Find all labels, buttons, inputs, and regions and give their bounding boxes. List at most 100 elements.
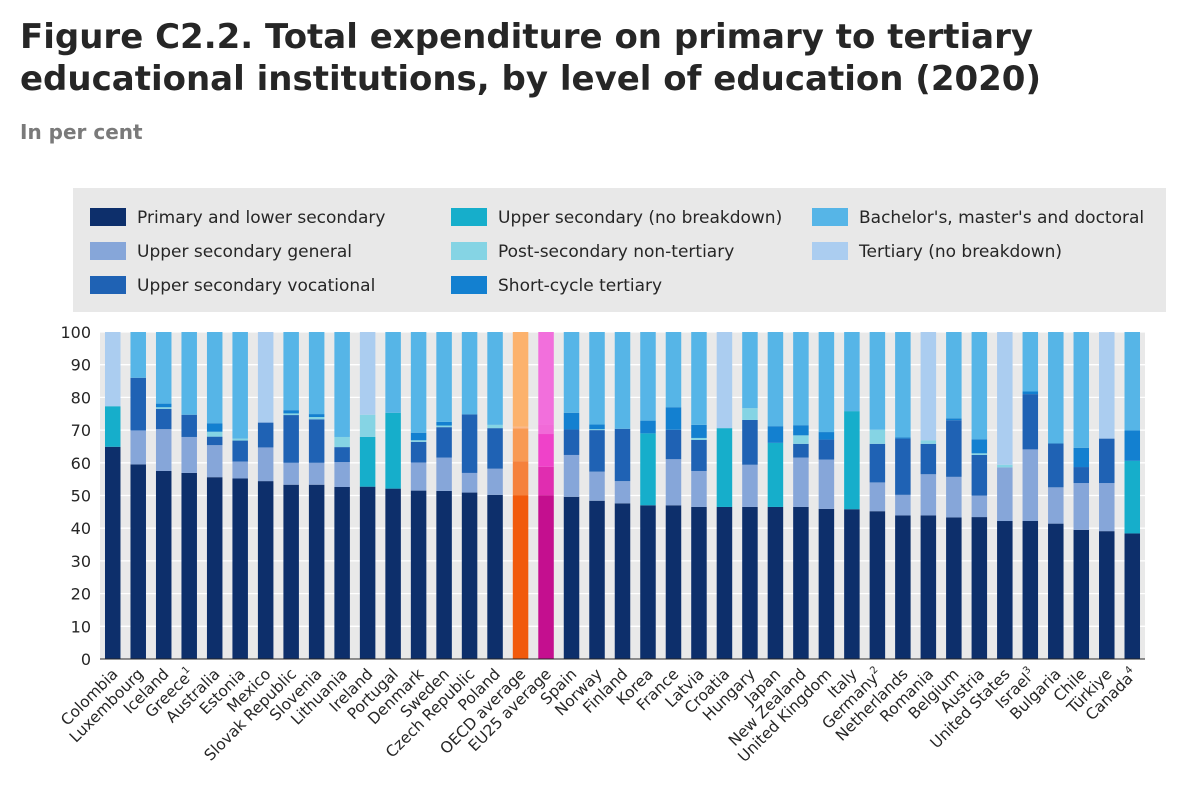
bar-belgium: [946, 332, 962, 659]
bar-segment-primary-and-lower-secondary: [436, 490, 452, 659]
bar-segment-bachelor-s-master-s-and-doctoral: [512, 332, 529, 427]
bar-segment-upper-secondary-vocational: [1048, 443, 1064, 488]
bar-segment-upper-secondary-vocational: [946, 420, 962, 477]
bar-segment-primary-and-lower-secondary: [946, 517, 962, 659]
bar-israel: [1022, 332, 1039, 659]
y-tick-label: 20: [71, 585, 91, 604]
bar-segment-short-cycle-tertiary: [971, 439, 988, 454]
bar-slovenia: [308, 332, 325, 659]
bar-hungary: [742, 332, 758, 659]
bar-croatia: [716, 332, 733, 659]
bar-segment-bachelor-s-master-s-and-doctoral: [155, 332, 172, 404]
bar-segment-upper-secondary-vocational: [1073, 467, 1090, 484]
bar-segment-tertiary-no-breakdown: [359, 332, 376, 415]
bar-segment-post-secondary-non-tertiary: [155, 407, 172, 409]
bar-segment-bachelor-s-master-s-and-doctoral: [665, 332, 682, 408]
bar-segment-bachelor-s-master-s-and-doctoral: [589, 332, 605, 425]
bar-segment-short-cycle-tertiary: [1124, 430, 1141, 461]
bar-segment-upper-secondary-general: [206, 445, 223, 478]
bar-segment-bachelor-s-master-s-and-doctoral: [793, 332, 809, 426]
legend-swatch: [812, 208, 848, 226]
bar-segment-short-cycle-tertiary: [1022, 391, 1039, 395]
bar-segment-upper-secondary-vocational: [206, 436, 223, 446]
y-tick-label: 90: [71, 356, 91, 375]
bar-segment-primary-and-lower-secondary: [691, 506, 707, 659]
bar-segment-post-secondary-non-tertiary: [359, 414, 376, 437]
legend-item-bachelor-s-master-s-and-doctoral: Bachelor's, master's and doctoral: [812, 208, 1144, 228]
bar-segment-upper-secondary-general: [691, 470, 707, 507]
bar-segment-primary-and-lower-secondary: [308, 484, 325, 659]
bar-segment-upper-secondary-no-breakdown: [359, 436, 376, 487]
bar-segment-post-secondary-non-tertiary: [334, 436, 350, 448]
legend-item-short-cycle-tertiary: Short-cycle tertiary: [451, 276, 662, 296]
bar-segment-primary-and-lower-secondary: [461, 492, 478, 659]
bar-canada: [1124, 332, 1141, 659]
legend-swatch: [90, 242, 126, 260]
bar-segment-upper-secondary-vocational: [308, 419, 325, 463]
bar-segment-short-cycle-tertiary: [818, 432, 835, 440]
legend-swatch: [812, 242, 848, 260]
bar-segment-upper-secondary-vocational: [920, 443, 937, 475]
bar-segment-upper-secondary-no-breakdown: [716, 428, 733, 507]
bar-segment-post-secondary-non-tertiary: [538, 424, 554, 435]
bar-segment-upper-secondary-no-breakdown: [1124, 460, 1141, 534]
bar-segment-short-cycle-tertiary: [410, 432, 427, 441]
bar-segment-bachelor-s-master-s-and-doctoral: [206, 332, 223, 424]
bar-segment-upper-secondary-general: [283, 462, 299, 485]
y-tick-label: 100: [60, 323, 91, 342]
bar-estonia: [232, 332, 248, 659]
bar-segment-upper-secondary-vocational: [410, 441, 427, 463]
bar-segment-tertiary-no-breakdown: [997, 332, 1013, 465]
bar-germany: [869, 332, 886, 659]
bar-segment-upper-secondary-general: [946, 476, 962, 518]
bar-austria: [971, 332, 988, 659]
bar-segment-upper-secondary-general: [665, 459, 682, 506]
chart-title: Figure C2.2. Total expenditure on primar…: [20, 17, 1041, 99]
bar-t-rkiye: [1099, 332, 1115, 659]
bar-segment-bachelor-s-master-s-and-doctoral: [283, 332, 299, 411]
bar-japan: [767, 332, 784, 659]
x-axis-labels: ColombiaLuxembourgIcelandGreece1Australi…: [57, 664, 1141, 765]
bar-segment-primary-and-lower-secondary: [487, 494, 503, 659]
bar-australia: [206, 332, 223, 659]
legend-swatch: [90, 208, 126, 226]
legend-label: Primary and lower secondary: [137, 208, 385, 228]
bar-segment-post-secondary-non-tertiary: [742, 408, 758, 420]
bar-segment-upper-secondary-vocational: [436, 427, 452, 458]
legend-swatch: [451, 242, 487, 260]
bar-segment-upper-secondary-general: [589, 471, 605, 501]
bar-segment-bachelor-s-master-s-and-doctoral: [130, 332, 146, 378]
bar-portugal: [385, 332, 401, 659]
bar-segment-primary-and-lower-secondary: [589, 500, 605, 659]
legend-label: Tertiary (no breakdown): [858, 242, 1062, 262]
bar-segment-upper-secondary-vocational: [181, 414, 197, 437]
bar-segment-bachelor-s-master-s-and-doctoral: [1022, 332, 1039, 392]
bar-segment-short-cycle-tertiary: [793, 425, 809, 436]
bar-segment-upper-secondary-vocational: [130, 377, 146, 431]
bar-segment-upper-secondary-vocational: [614, 428, 631, 482]
bar-segment-bachelor-s-master-s-and-doctoral: [767, 332, 784, 427]
bar-segment-bachelor-s-master-s-and-doctoral: [691, 332, 707, 425]
legend-item-upper-secondary-general: Upper secondary general: [90, 242, 352, 262]
bar-segment-bachelor-s-master-s-and-doctoral: [640, 332, 656, 421]
bar-segment-tertiary-no-breakdown: [257, 332, 274, 423]
bar-segment-bachelor-s-master-s-and-doctoral: [308, 332, 325, 415]
bar-segment-tertiary-no-breakdown: [716, 332, 733, 429]
bar-korea: [640, 332, 656, 659]
bar-segment-upper-secondary-general: [487, 468, 503, 495]
bar-segment-upper-secondary-general: [538, 466, 554, 496]
y-tick-label: 60: [71, 454, 91, 473]
bar-segment-upper-secondary-general: [181, 436, 197, 473]
chart-subtitle: In per cent: [20, 120, 143, 144]
bar-segment-short-cycle-tertiary: [308, 414, 325, 418]
bar-lithuania: [334, 332, 350, 659]
bar-segment-primary-and-lower-secondary: [869, 511, 886, 659]
y-axis: 0 10 20 30 40 50 60 70 80 90 100: [60, 323, 91, 669]
bar-segment-upper-secondary-general: [436, 457, 452, 491]
bar-segment-upper-secondary-general: [563, 454, 580, 497]
y-tick-label: 80: [71, 388, 91, 407]
bar-segment-primary-and-lower-secondary: [767, 506, 784, 659]
bar-mexico: [257, 332, 274, 659]
bar-segment-primary-and-lower-secondary: [793, 506, 809, 659]
bar-segment-bachelor-s-master-s-and-doctoral: [844, 332, 860, 412]
